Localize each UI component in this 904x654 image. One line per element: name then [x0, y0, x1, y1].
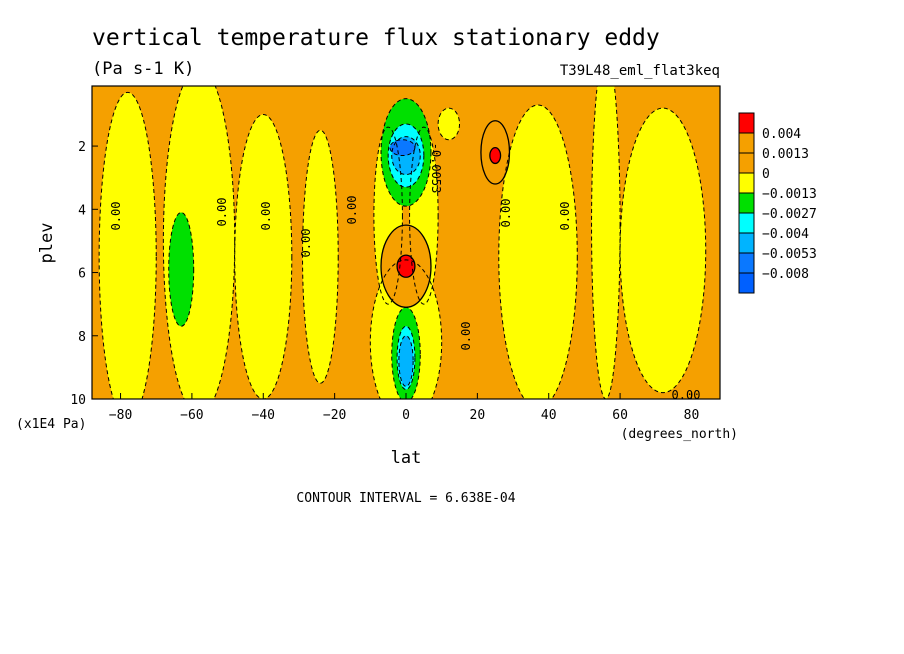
contour-line [396, 254, 416, 278]
x-tick-label: −60 [180, 408, 203, 423]
colorbar-legend: 0.004 0.0013 0 −0.0013 −0.0027 −0.004 −0.0053 −… [738, 112, 817, 294]
contour-region [234, 114, 292, 399]
colorbar-level-label: −0.008 [762, 267, 809, 282]
contour-lines [98, 86, 707, 399]
units-label: (Pa s-1 K) [92, 59, 194, 79]
contour-label: 0.00 [345, 196, 359, 225]
y-axis-units: (x1E4 Pa) [16, 417, 86, 432]
contour-line [168, 211, 195, 327]
colorbar-box [738, 192, 755, 214]
x-tick-label: 40 [541, 408, 557, 423]
contour-region [302, 130, 339, 384]
colorbar-level-label: −0.0053 [762, 247, 817, 262]
contour-label: 0.00 [215, 198, 229, 227]
colorbar-box [738, 272, 755, 294]
contour-line [389, 139, 416, 157]
contour-label: 0.00 [672, 388, 701, 402]
colorbar-level-label: 0.0013 [762, 147, 809, 162]
contour-line [380, 98, 432, 207]
colorbar-box [738, 232, 755, 254]
contour-region [398, 335, 414, 387]
contour-line [489, 147, 502, 165]
contour-line [409, 126, 439, 305]
contour-region [620, 108, 706, 393]
contour-label: 0.00 [109, 202, 123, 231]
contour-line [619, 107, 707, 394]
colorbar-box [738, 252, 755, 274]
contour-line [369, 259, 443, 399]
x-tick-label: −40 [252, 408, 275, 423]
contour-line [162, 86, 236, 399]
contour-line [498, 104, 578, 399]
x-axis-ticks: −80 −60 −40 −20 0 20 40 60 80 [109, 393, 699, 423]
colorbar-box [738, 212, 755, 234]
x-tick-label: −20 [323, 408, 346, 423]
contour-label: 0.00 [459, 322, 473, 351]
contour-label: 0.00 [299, 229, 313, 258]
colorbar-box [738, 172, 755, 194]
contour-line [591, 86, 621, 399]
contour-interval: CONTOUR INTERVAL = 6.638E-04 [296, 491, 515, 506]
colorbar-level-label: 0.004 [762, 127, 801, 142]
x-axis-units: (degrees_north) [621, 427, 738, 442]
contour-line [396, 325, 416, 391]
x-axis-label: lat [391, 448, 422, 468]
contour-line [437, 107, 461, 141]
colorbar-level-label: −0.004 [762, 227, 809, 242]
colorbar-level-label: 0 [762, 167, 770, 182]
contour-line-labels: 0.00 0.00 0.00 0.00 0.00 0.00 0.00 0.00 … [109, 143, 700, 402]
experiment-label: T39L48_eml_flat3keq [560, 63, 720, 79]
colorbar-box [738, 112, 755, 134]
y-tick-label: 6 [78, 267, 86, 282]
y-tick-label: 4 [78, 203, 86, 218]
x-tick-label: −80 [109, 408, 132, 423]
x-tick-label: 60 [612, 408, 628, 423]
y-tick-label: 8 [78, 330, 86, 345]
y-axis-label: plev [37, 223, 57, 264]
colorbar-level-label: −0.0013 [762, 187, 817, 202]
contour-line [391, 306, 421, 399]
contour-region [498, 105, 578, 399]
y-tick-label: 2 [78, 140, 86, 155]
colorbar-level-label: −0.0027 [762, 207, 817, 222]
x-tick-label: 80 [684, 408, 700, 423]
x-tick-label: 20 [470, 408, 486, 423]
contour-line [373, 126, 403, 305]
contour-label: 0.00 [259, 202, 273, 231]
contour-label: -0.0053 [429, 143, 443, 194]
y-tick-label: 10 [70, 393, 86, 408]
colorbar-box [738, 132, 755, 154]
contour-line [480, 120, 511, 185]
plot-area [92, 86, 720, 399]
contour-region [591, 86, 621, 399]
x-tick-label: 0 [402, 408, 410, 423]
chart-title: vertical temperature flux stationary edd… [92, 25, 660, 51]
contour-line [302, 129, 339, 384]
y-axis-ticks: 2 4 6 8 10 [70, 140, 98, 408]
contour-line [98, 91, 157, 399]
contour-line [387, 123, 425, 188]
contour-label: 0.00 [499, 199, 513, 228]
contour-label: 0.00 [558, 202, 572, 231]
contour-region [168, 212, 194, 327]
contour-region [438, 108, 460, 140]
contour-line [398, 335, 414, 387]
colorbar-box [738, 152, 755, 174]
contour-region [99, 92, 157, 399]
contour-region [489, 147, 501, 164]
contour-line [391, 136, 421, 176]
